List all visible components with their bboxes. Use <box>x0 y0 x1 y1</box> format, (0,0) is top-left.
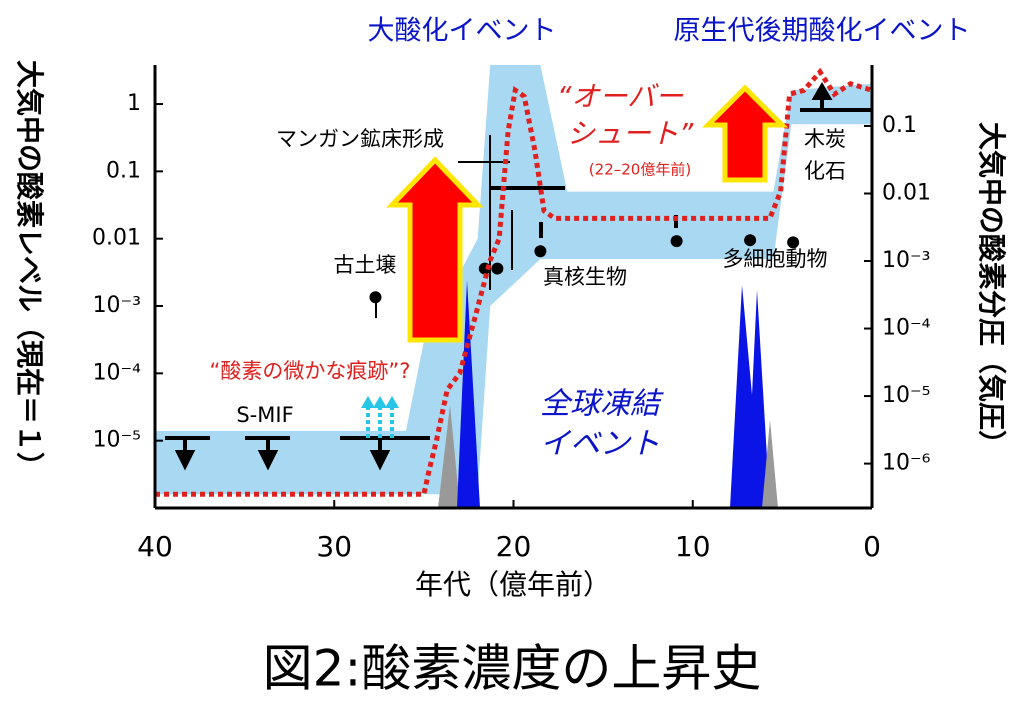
data-point <box>534 245 547 258</box>
y-tick-label: 10⁻³ <box>93 293 141 318</box>
data-point <box>744 234 757 247</box>
annotation: (22–20億年前) <box>589 161 691 179</box>
y2-axis-label: 大気中の酸素分圧（気圧） <box>975 122 1008 458</box>
data-point <box>670 235 683 248</box>
arrow-head <box>385 396 399 408</box>
event-label: 大酸化イベント <box>368 16 557 47</box>
annotation: 木炭 <box>804 127 846 151</box>
glaciation-spike <box>438 405 460 508</box>
glaciation-spike <box>457 280 480 508</box>
plot-background <box>155 65 872 495</box>
annotation: 真核生物 <box>543 265 627 289</box>
y-tick-label: 0.1 <box>106 158 141 183</box>
event-label: 原生代後期酸化イベント <box>674 16 971 47</box>
data-point <box>787 236 800 249</box>
arrow-head <box>361 396 375 408</box>
rise-arrow <box>701 84 789 183</box>
y2-tick-label: 10⁻⁴ <box>882 316 931 341</box>
x-axis-label: 年代（億年前） <box>415 568 611 601</box>
x-tick-label: 40 <box>137 530 173 563</box>
y-tick-label: 0.01 <box>92 226 141 251</box>
annotation: マンガン鉱床形成 <box>276 127 444 151</box>
y2-tick-label: 10⁻⁵ <box>882 383 930 408</box>
data-point <box>369 291 382 304</box>
annotation: 全球凍結 <box>540 387 664 422</box>
annotation: S-MIF <box>236 403 293 427</box>
plot-foreground <box>155 67 873 497</box>
arrow-head <box>174 450 196 471</box>
y2-tick-label: 10⁻⁶ <box>882 451 931 476</box>
annotation: イベント <box>540 427 660 462</box>
arrow-head <box>257 450 279 471</box>
y2-tick-label: 0.01 <box>882 181 931 206</box>
arrow-head <box>369 450 391 471</box>
annotation: シュート” <box>567 117 694 150</box>
y2-tick-label: 10⁻³ <box>882 248 930 273</box>
annotation: “酸素の微かな痕跡”? <box>210 359 411 383</box>
annotation: 多細胞動物 <box>723 247 828 271</box>
data-point <box>491 262 504 275</box>
glaciation-spike <box>730 285 770 508</box>
x-tick-label: 10 <box>675 530 711 563</box>
arrow-head <box>373 396 387 408</box>
annotation: 化石 <box>804 159 846 183</box>
x-tick-label: 20 <box>496 530 532 563</box>
annotation: “オーバー <box>557 80 684 113</box>
rise-arrow <box>386 156 484 343</box>
y-axis-label: 大気中の酸素レベル（現在＝１） <box>13 60 46 480</box>
y-tick-label: 1 <box>127 91 141 116</box>
caption: 図2:酸素濃度の上昇史 <box>263 640 762 698</box>
x-tick-label: 30 <box>316 530 352 563</box>
y2-tick-label: 0.1 <box>882 113 917 138</box>
uncertainty-band <box>155 65 872 495</box>
annotation: 古土壌 <box>334 253 397 277</box>
trace-arrows <box>361 396 399 438</box>
y-tick-label: 10⁻⁵ <box>93 428 141 453</box>
x-tick-label: 0 <box>863 530 881 563</box>
y-tick-label: 10⁻⁴ <box>93 360 142 385</box>
oxygen-curve <box>155 67 873 497</box>
glaciation-spike <box>762 420 778 508</box>
arrow-head <box>811 82 833 100</box>
